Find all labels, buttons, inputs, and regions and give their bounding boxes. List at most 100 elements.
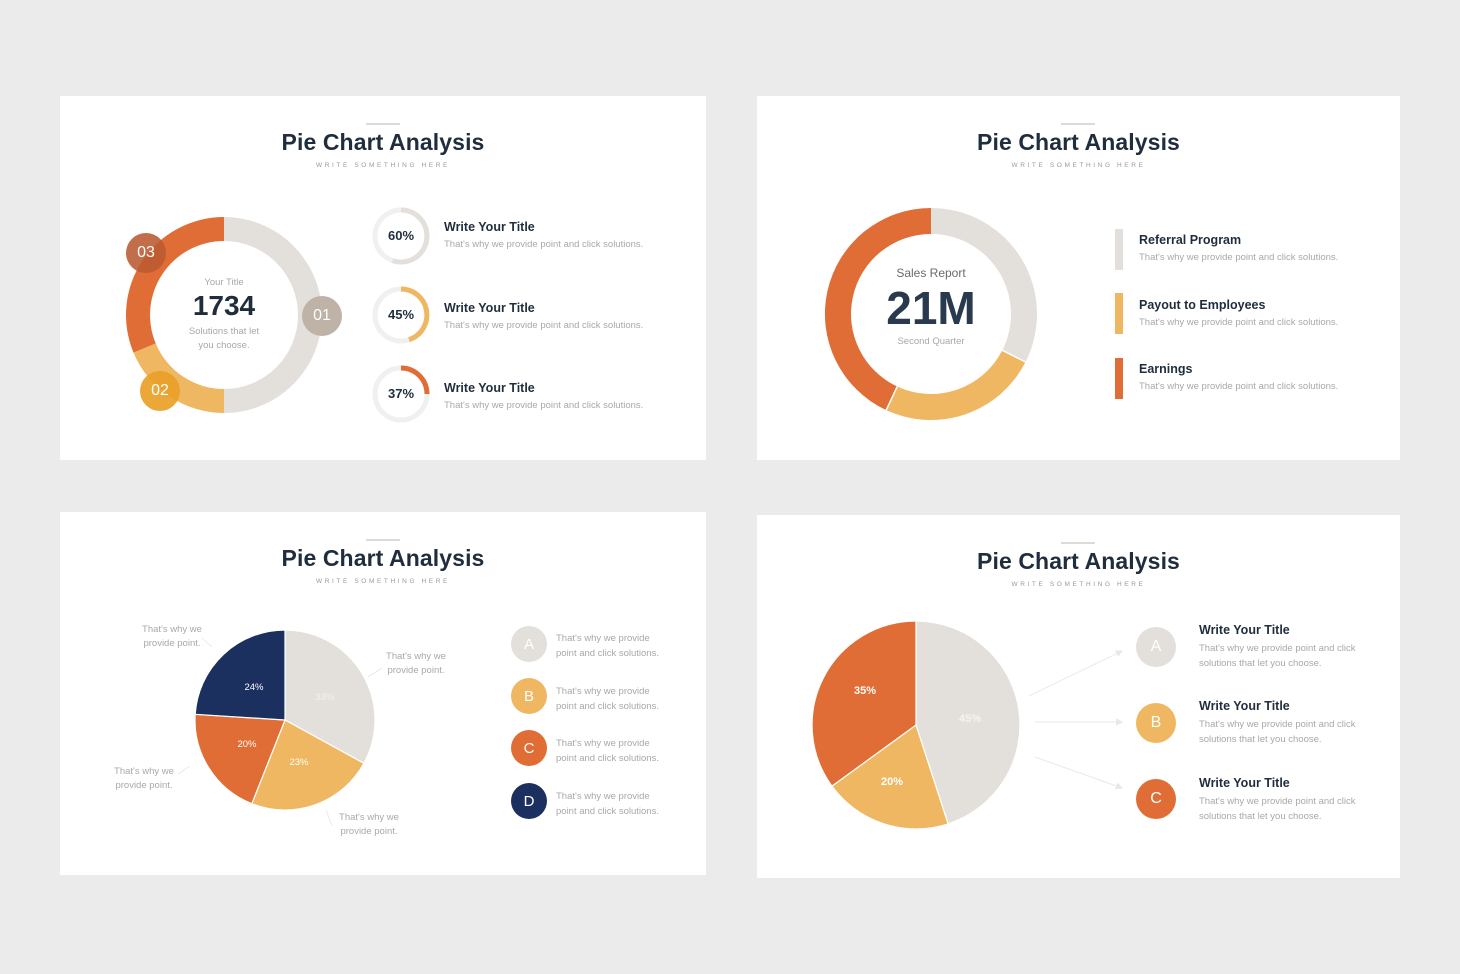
legend-badge-a: A: [511, 626, 547, 662]
legend-badge-d: D: [511, 783, 547, 819]
pie-label-c: 35%: [853, 685, 877, 697]
callout-bottom-left: That's why we provide point.: [104, 765, 184, 793]
legend-line: That's why we provide point and click: [1199, 719, 1356, 730]
legend-desc: That's why we provide point and click so…: [1139, 252, 1339, 263]
legend-line: That's why we provide point and click: [1199, 796, 1356, 807]
ring-1-percent: 60%: [387, 228, 415, 243]
donut-bottom-label: Second Quarter: [897, 336, 965, 347]
slide-subtitle: WRITE SOMETHING HERE: [316, 162, 450, 169]
progress-rings: [372, 207, 430, 423]
callout-line: provide point.: [143, 638, 201, 649]
callout-line: provide point.: [340, 826, 398, 837]
donut-top-label: Sales Report: [896, 266, 966, 280]
slide-subtitle: WRITE SOMETHING HERE: [316, 578, 450, 585]
slide-title: Pie Chart Analysis: [281, 545, 485, 571]
legend-item: Earnings That's why we provide point and…: [1139, 362, 1338, 394]
callout-line: That's why we: [339, 812, 399, 823]
legend-desc: That's why we provide point and click so…: [556, 684, 659, 714]
item-desc: That's why we provide point and click so…: [444, 400, 644, 411]
pie-chart: [177, 629, 383, 827]
list-item: Write Your Title That's why we provide p…: [444, 301, 643, 333]
slide-card-1: Pie Chart Analysis WRITE SOMETHING HERE …: [60, 96, 706, 460]
pie-label-d: 24%: [244, 682, 264, 693]
legend-line: point and click solutions.: [556, 806, 659, 817]
legend-desc: That's why we provide point and click so…: [1139, 317, 1339, 328]
slide-title: Pie Chart Analysis: [281, 129, 485, 155]
pie-label-b: 23%: [289, 757, 309, 768]
accent-divider: [366, 123, 400, 125]
callout-line: That's why we: [114, 766, 174, 777]
legend-line: solutions that let you choose.: [1199, 811, 1322, 822]
legend-desc: That's why we provide point and click so…: [1199, 717, 1356, 747]
callout-top-right: That's why we provide point.: [376, 650, 456, 678]
accent-divider: [1061, 123, 1095, 125]
item-desc: That's why we provide point and click so…: [444, 320, 644, 331]
callout-line: provide point.: [387, 665, 445, 676]
legend-desc: That's why we provide point and click so…: [556, 789, 659, 819]
legend-line: That's why we provide: [556, 633, 650, 644]
legend-line: point and click solutions.: [556, 648, 659, 659]
donut-value: 21M: [886, 282, 976, 334]
callout-top-left: That's why we provide point.: [132, 623, 212, 651]
legend-badge-b: B: [511, 678, 547, 714]
pie-label-a: 45%: [958, 713, 982, 725]
callout-line: provide point.: [115, 780, 173, 791]
donut-value: 1734: [192, 290, 256, 321]
legend-line: That's why we provide: [556, 791, 650, 802]
legend-title: Payout to Employees: [1139, 298, 1266, 312]
slide-subtitle: WRITE SOMETHING HERE: [1011, 581, 1146, 588]
badge-03: 03: [126, 233, 166, 273]
legend-line: That's why we provide point and click: [1199, 643, 1356, 654]
legend-badge-a: A: [1136, 627, 1176, 667]
donut-bottom-label-1: Solutions that let: [188, 326, 260, 337]
legend-desc: That's why we provide point and click so…: [556, 631, 659, 661]
slide-title: Pie Chart Analysis: [977, 548, 1180, 574]
legend-line: solutions that let you choose.: [1199, 734, 1322, 745]
list-item: Write Your Title That's why we provide p…: [444, 381, 643, 413]
legend-badge-b: B: [1136, 703, 1176, 743]
legend-line: solutions that let you choose.: [1199, 658, 1322, 669]
ring-3-percent: 37%: [387, 386, 415, 401]
legend-item: Write Your Title That's why we provide p…: [1199, 699, 1356, 747]
legend-item: Write Your Title That's why we provide p…: [1199, 776, 1356, 824]
legend-title: Write Your Title: [1199, 699, 1290, 713]
callout-bottom-right: That's why we provide point.: [329, 811, 409, 839]
pie-label-b: 20%: [880, 776, 904, 788]
accent-divider: [1061, 542, 1095, 544]
legend-title: Referral Program: [1139, 233, 1242, 247]
legend-desc: That's why we provide point and click so…: [1199, 794, 1356, 824]
legend-desc: That's why we provide point and click so…: [1139, 381, 1339, 392]
callout-line: That's why we: [142, 624, 202, 635]
donut-bottom-label-2: you choose.: [198, 340, 250, 351]
item-desc: That's why we provide point and click so…: [444, 239, 644, 250]
slide-card-2: Pie Chart Analysis WRITE SOMETHING HERE …: [757, 96, 1400, 460]
donut-top-label: Your Title: [204, 277, 244, 288]
pie-label-c: 20%: [237, 739, 257, 750]
legend-badge-c: C: [1136, 779, 1176, 819]
pie-chart: [811, 620, 1124, 830]
badge-02: 02: [140, 371, 180, 411]
slide-card-3: Pie Chart Analysis WRITE SOMETHING HERE …: [60, 512, 706, 875]
legend-badge-c: C: [511, 730, 547, 766]
legend-desc: That's why we provide point and click so…: [556, 736, 659, 766]
ring-2-percent: 45%: [387, 307, 415, 322]
slide-subtitle: WRITE SOMETHING HERE: [1011, 162, 1146, 169]
legend-title: Earnings: [1139, 362, 1193, 376]
legend-item: Write Your Title That's why we provide p…: [1199, 623, 1356, 671]
legend-swatch-earnings: [1115, 358, 1123, 399]
legend-line: point and click solutions.: [556, 753, 659, 764]
legend-item: Payout to Employees That's why we provid…: [1139, 298, 1338, 330]
legend-item: Referral Program That's why we provide p…: [1139, 233, 1338, 265]
donut-center: Sales Report 21M Second Quarter: [861, 266, 1001, 347]
callout-line: That's why we: [386, 651, 446, 662]
item-title: Write Your Title: [444, 381, 535, 395]
legend-line: That's why we provide: [556, 686, 650, 697]
item-title: Write Your Title: [444, 220, 535, 234]
legend-title: Write Your Title: [1199, 776, 1290, 790]
badge-01: 01: [302, 296, 342, 336]
pie-label-a: 33%: [315, 692, 335, 703]
list-item: Write Your Title That's why we provide p…: [444, 220, 643, 252]
legend-title: Write Your Title: [1199, 623, 1290, 637]
legend-swatch-referral: [1115, 229, 1123, 270]
donut-center: Your Title 1734 Solutions that let you c…: [164, 277, 284, 353]
